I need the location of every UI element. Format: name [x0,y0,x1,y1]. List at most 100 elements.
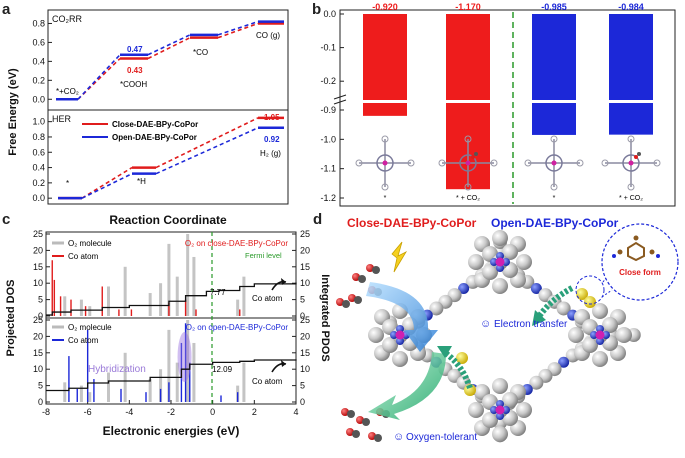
porphyrin-node-bot [468,378,532,442]
molecule-end [550,183,558,191]
ytick-label: -0.1 [320,43,336,53]
carbon-sphere [529,375,544,390]
ytick-label: -0.9 [320,105,336,115]
ytick-label-right: 10 [300,364,310,374]
bar-value-label: -0.985 [541,2,567,12]
zoom-circle [601,223,679,301]
molecule-end [627,135,635,143]
panel-c-xlabel: Electronic energies (eV) [103,424,240,438]
carbon-atom [354,296,362,304]
smile-icon-1: ☺ [480,318,491,330]
ytick-label: -1.0 [320,134,336,144]
label-105: 1.05 [264,113,280,122]
sulfur-sphere [456,352,468,364]
carbon-sphere [492,426,508,442]
carbon-atom [352,430,360,438]
xtick-label: -4 [125,407,133,417]
arrow-out-green [368,352,446,420]
c-bot-legend-co: Co atom [68,336,99,345]
porphyrin-node-right [568,303,632,367]
sulfur-sphere [584,296,596,308]
porphyrin-molecule [438,135,498,191]
hybridization-label: Hybridization [88,364,146,375]
hybridization-highlight [177,332,192,382]
bar-upper [532,14,576,100]
ytick-label-right: 5 [300,381,305,391]
o2-molecule [348,294,362,304]
co-molecule [356,416,370,426]
c-bot-co-label: Co atom [252,377,283,386]
ytick-label: 0.4 [32,163,45,173]
ytick-label: 0.2 [32,178,45,188]
co-atom [382,160,388,166]
ytick-label-right: 0 [300,311,305,321]
c-top-legend-co: Co atom [68,252,99,261]
legend-close: Close-DAE-BPy-CoPor [112,120,198,129]
xtick-label: 0 [210,407,215,417]
molecule-end [550,135,558,143]
co-atom [628,160,634,166]
ytick-label-left: 15 [33,348,43,358]
molecule-end [438,159,446,167]
label-cooh: *COOH [120,80,147,89]
o2-molecule [352,273,366,283]
nitrogen-sphere [458,283,470,295]
c-top-title: O₂ on close-DAE-BPy-CoPor [185,239,288,248]
ytick-label: -0.2 [320,76,336,86]
label-043: 0.43 [127,66,143,75]
ytick-label: 0.6 [32,37,45,47]
carbon-sphere [382,337,398,353]
xtick-label: -8 [42,407,50,417]
title-close: Close-DAE-BPy-CoPor [347,216,477,230]
title-open: Open-DAE-BPy-CoPor [491,216,619,230]
label-h: *H [137,177,146,186]
connector-line [81,172,133,199]
ytick-label-right: 15 [300,262,310,272]
panel-b-xlabel-2: * + CO₂ [456,195,480,202]
ytick-label-right: 20 [300,331,310,341]
panel-a: Free Energy (eV) Reaction Coordinate CO₂… [7,9,289,227]
o2-molecule [336,298,350,308]
panel-a-top-yticks: 0.0 0.2 0.4 0.6 0.8 [32,18,52,104]
carbon-sphere [516,254,532,270]
c-bot-value: 12.09 [212,365,233,374]
bar-lower [532,103,576,135]
c-bot-legend-o2: O₂ molecule [68,323,112,332]
panel-c-top-legend: O₂ molecule Co atom [52,239,112,261]
carbon-sphere [556,301,571,316]
co-molecule [368,432,382,442]
panel-a-top-title: CO₂RR [52,14,82,24]
xtick-label: -2 [167,407,175,417]
panel-b-xlabel-3: * [553,195,556,202]
legend-open: Open-DAE-BPy-CoPor [112,133,197,142]
carbon-sphere [482,264,498,280]
ytick-label-left: 5 [38,295,43,305]
molecule-ring [622,154,640,172]
ytick-label: 0.0 [32,94,45,104]
carbon-sphere [392,351,408,367]
molecule-end [355,159,363,167]
label-her-start: * [66,179,69,188]
ytick-label-right: 25 [300,315,310,325]
panel-b-molecules [355,135,661,191]
ytick-label-left: 20 [33,245,43,255]
connector-line [155,127,259,175]
ytick-label-right: 15 [300,348,310,358]
electron-transfer-label: Electron transfer [494,319,568,330]
bar-upper [446,14,490,100]
carbon-atom [372,266,380,274]
bar-value-label: -0.920 [372,2,398,12]
panel-b-xlabel-4: * + CO₂ [619,195,643,202]
carbon-sphere [602,317,618,333]
arrow-in-blue [366,282,438,352]
xtick-label: 4 [293,407,298,417]
oxygen-atom [634,155,638,159]
molecule-end [381,183,389,191]
c-bot-title: O₂ on open-DAE-BPy-CoPor [186,323,289,332]
ytick-label-right: 20 [300,245,310,255]
panel-d: Close-DAE-BPy-CoPor Open-DAE-BPy-CoPor C… [336,216,679,443]
panel-a-legend: Close-DAE-BPy-CoPor Open-DAE-BPy-CoPor [82,120,198,142]
molecule-end [653,159,661,167]
ytick-label: 0.8 [32,132,45,142]
